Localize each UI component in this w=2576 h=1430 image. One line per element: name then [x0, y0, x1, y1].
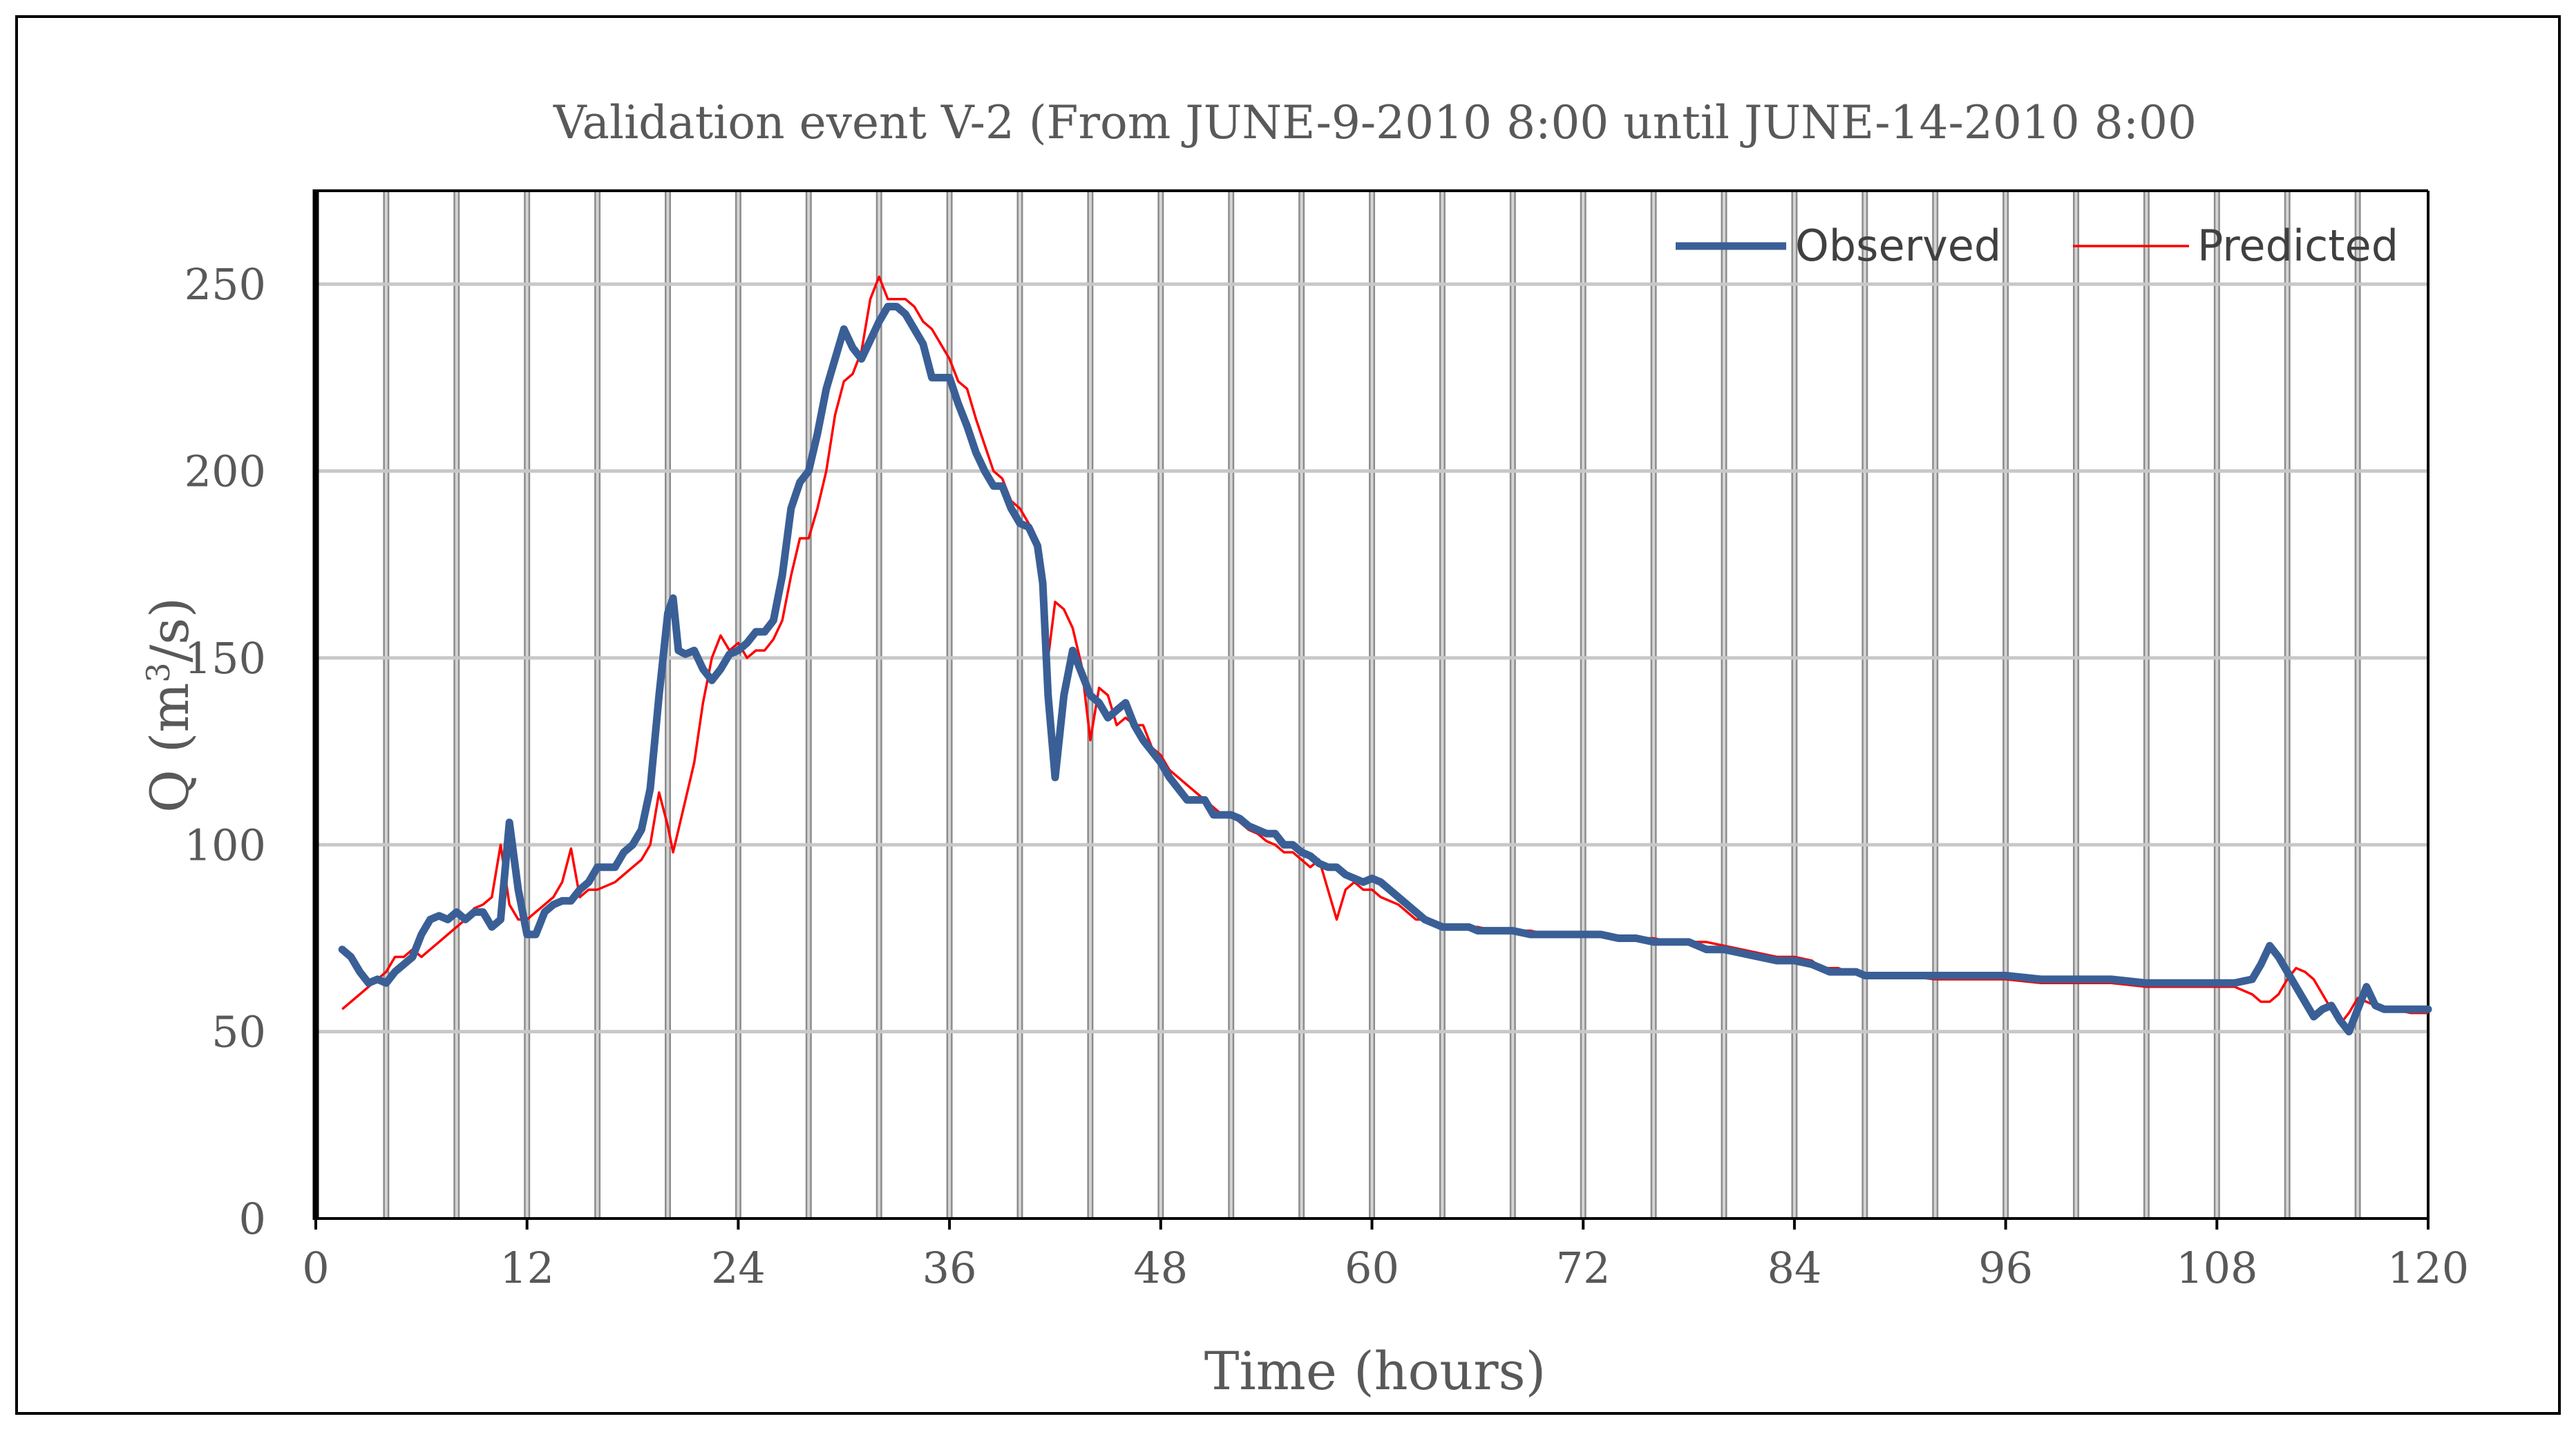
- x-tick-label: 120: [2387, 1243, 2469, 1293]
- x-tick-label: 72: [1556, 1243, 1611, 1293]
- x-tick-label: 36: [922, 1243, 977, 1293]
- x-tick-label: 0: [302, 1243, 329, 1293]
- x-tick-label: 108: [2176, 1243, 2257, 1293]
- legend-predicted-label: Predicted: [2197, 220, 2398, 271]
- y-tick-label: 200: [184, 446, 266, 497]
- y-axis-ticks: 0 50 100 150 200 250: [184, 259, 266, 1244]
- y-axis-label-base: Q (m: [139, 683, 200, 813]
- x-tick-label: 12: [500, 1243, 554, 1293]
- y-axis-label-superscript: 3: [140, 662, 177, 682]
- x-axis-label: Time (hours): [1204, 1340, 1546, 1402]
- y-axis-label-tail: /s): [139, 597, 200, 662]
- x-tick-label: 60: [1345, 1243, 1399, 1293]
- y-tick-label: 0: [239, 1194, 266, 1244]
- y-tick-label: 100: [184, 820, 266, 870]
- x-tick-label: 24: [711, 1243, 766, 1293]
- legend-observed-label: Observed: [1795, 220, 2001, 271]
- legend: Observed Predicted: [1676, 220, 2398, 271]
- y-tick-label: 150: [184, 633, 266, 684]
- vertical-gridlines: [383, 191, 2361, 1219]
- y-tick-label: 250: [184, 259, 266, 310]
- series-observed-line: [338, 303, 2432, 1036]
- x-tick-label: 84: [1767, 1243, 1821, 1293]
- x-axis-ticks: 0 12 24 36 48 60 72 84 96 108 120: [302, 1219, 2469, 1293]
- x-tick-label: 48: [1133, 1243, 1188, 1293]
- y-axis-label: Q (m3/s): [139, 597, 200, 813]
- horizontal-gridlines: [316, 282, 2428, 1034]
- x-tick-label: 96: [1978, 1243, 2033, 1293]
- chart-frame: [15, 15, 2561, 1415]
- y-tick-label: 50: [211, 1007, 266, 1057]
- chart-title: Validation event V-2 (From JUNE-9-2010 8…: [553, 96, 2197, 149]
